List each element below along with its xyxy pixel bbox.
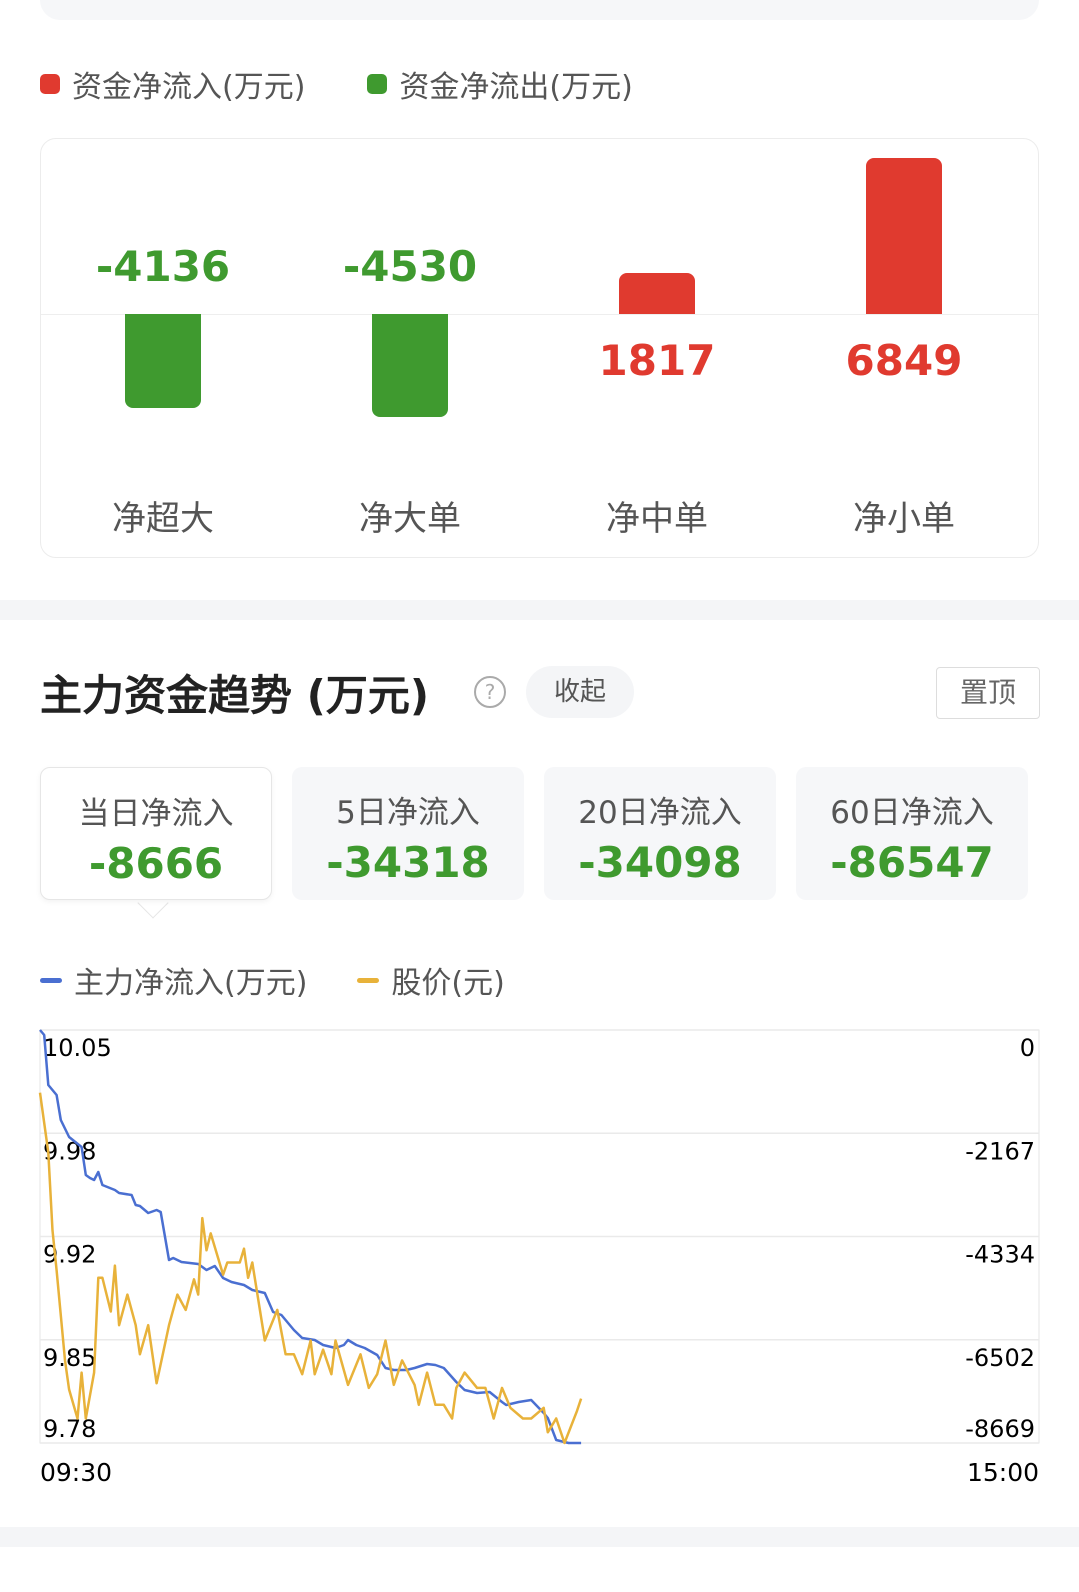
period-tab-label: 20日净流入 (578, 795, 742, 831)
bar-category-label: 净中单 (606, 499, 708, 539)
bar-value-label: -4136 (95, 242, 231, 291)
distribution-legend: 资金净流入(万元) 资金净流出(万元) (40, 62, 633, 106)
bar (125, 314, 201, 409)
legend-outflow: 资金净流出(万元) (367, 62, 633, 106)
bar-value-label: 6849 (845, 336, 963, 385)
bar-category-label: 净大单 (359, 499, 461, 539)
period-tab-value: -8666 (88, 839, 224, 888)
trend-title: 主力资金趋势 (万元) (40, 671, 430, 720)
left-axis-tick: 9.85 (43, 1344, 96, 1372)
right-axis-tick: -2167 (965, 1137, 1035, 1165)
period-tab[interactable]: 当日净流入 -8666 (40, 767, 272, 900)
left-axis-tick: 10.05 (43, 1034, 112, 1062)
bar-value-label: 1817 (598, 336, 716, 385)
legend-main-flow-label: 主力净流入(万元) (74, 966, 308, 1001)
legend-main-flow: 主力净流入(万元) (40, 958, 307, 1002)
right-axis-tick: 0 (1020, 1034, 1035, 1062)
x-axis-tick: 15:00 (967, 1458, 1039, 1487)
bar (866, 158, 942, 314)
collapse-button[interactable]: 收起 (526, 666, 634, 718)
main-flow-line (39, 1029, 582, 1445)
question-circle-icon[interactable]: ? (474, 676, 506, 708)
bar-value-label: -4530 (342, 242, 478, 291)
section-divider-bottom (0, 1527, 1079, 1547)
outflow-swatch-icon (367, 74, 388, 94)
zero-baseline (41, 314, 1038, 315)
period-tab-label: 5日净流入 (336, 795, 480, 831)
trend-legend: 主力净流入(万元) 股价(元) (40, 958, 505, 1002)
period-tab-value: -34098 (578, 838, 742, 887)
left-axis-tick: 9.98 (43, 1137, 96, 1165)
bar-category-label: 净小单 (853, 499, 955, 539)
period-tab-label: 当日净流入 (78, 796, 234, 832)
right-axis-tick: -8669 (965, 1415, 1035, 1443)
pin-to-top-button[interactable]: 置顶 (936, 667, 1040, 719)
legend-outflow-label: 资金净流出(万元) (399, 70, 633, 105)
period-tab-value: -86547 (830, 838, 994, 887)
price-line (38, 1092, 583, 1445)
period-tab[interactable]: 60日净流入 -86547 (796, 767, 1028, 900)
price-line-swatch-icon (357, 977, 380, 983)
previous-card (40, 0, 1039, 20)
left-axis-tick: 9.78 (43, 1415, 96, 1443)
right-axis-tick: -6502 (965, 1344, 1035, 1372)
period-tab[interactable]: 5日净流入 -34318 (292, 767, 524, 900)
legend-inflow-label: 资金净流入(万元) (72, 70, 306, 105)
legend-price-label: 股价(元) (391, 966, 505, 1001)
period-tab[interactable]: 20日净流入 -34098 (544, 767, 776, 900)
x-axis-tick: 09:30 (40, 1458, 112, 1487)
left-axis-tick: 9.92 (43, 1241, 96, 1269)
distribution-bar-chart: -4136 净超大 -4530 净大单 1817 净中单 6849 净小单 (40, 138, 1039, 558)
legend-price: 股价(元) (357, 958, 505, 1002)
section-divider (0, 600, 1079, 620)
trend-line-chart: 10.05 0 9.98 -2167 9.92 -4334 9.85 -6502 9.78 -86… (38, 1029, 1040, 1487)
period-tab-label: 60日净流入 (830, 795, 994, 831)
bar (619, 272, 695, 314)
legend-inflow: 资金净流入(万元) (40, 62, 305, 106)
right-axis-tick: -4334 (965, 1241, 1035, 1269)
bar-category-label: 净超大 (112, 499, 214, 539)
flow-line-swatch-icon (40, 977, 62, 983)
inflow-swatch-icon (40, 74, 60, 94)
period-tab-value: -34318 (326, 838, 490, 887)
bar (372, 314, 448, 418)
